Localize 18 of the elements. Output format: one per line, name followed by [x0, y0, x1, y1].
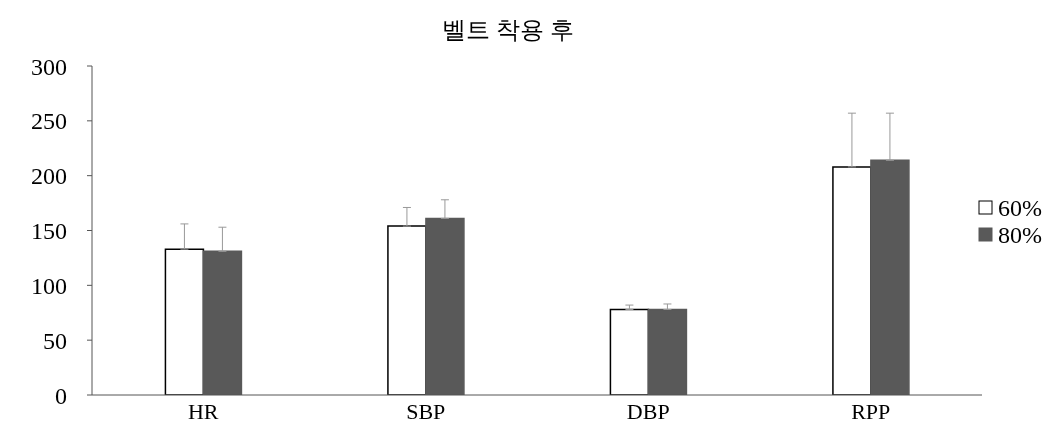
y-tick-label: 200 [31, 163, 67, 190]
legend-label: 60% [998, 194, 1042, 222]
x-tick-label: DBP [626, 398, 670, 424]
chart-title: 벨트 착용 후 [441, 16, 575, 45]
bar [609, 308, 650, 395]
y-tick-label: 0 [55, 382, 67, 409]
y-tick-label: 300 [31, 53, 67, 80]
bar [387, 225, 427, 395]
legend-label: 80% [998, 221, 1042, 249]
y-tick-label: 100 [31, 272, 67, 299]
y-tick-label: 150 [31, 218, 67, 245]
x-tick-label: HR [187, 398, 219, 424]
y-tick-label: 50 [43, 327, 67, 354]
x-tick-label: RPP [851, 398, 891, 424]
bar [164, 248, 205, 395]
bar [832, 166, 872, 395]
x-tick-label: SBP [406, 398, 446, 424]
y-tick-label: 250 [31, 108, 67, 135]
